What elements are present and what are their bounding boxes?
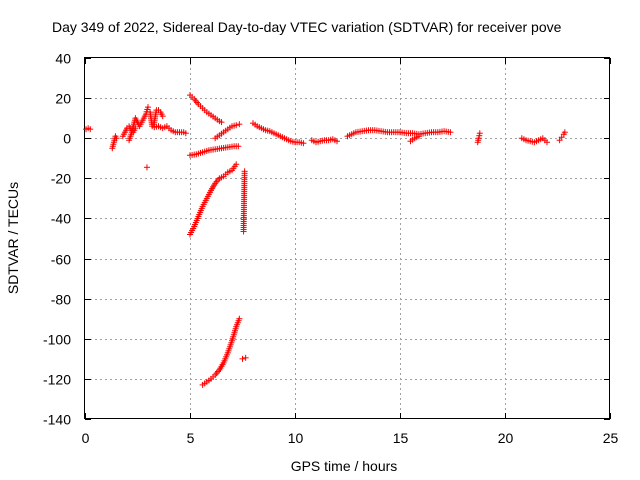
x-axis-label: GPS time / hours <box>291 458 398 474</box>
x-tick-label: 15 <box>393 430 409 446</box>
data-point <box>240 228 247 235</box>
y-tick-label: -120 <box>43 372 71 388</box>
y-tick-label: 40 <box>55 51 71 67</box>
data-point <box>556 137 563 144</box>
data-points <box>83 92 568 388</box>
data-point <box>143 164 150 171</box>
y-tick-label: -100 <box>43 332 71 348</box>
data-point <box>182 130 189 137</box>
x-tick-label: 25 <box>603 430 619 446</box>
x-tick-label: 0 <box>82 430 90 446</box>
data-point <box>300 140 307 147</box>
data-point <box>415 133 422 140</box>
y-tick-label: -140 <box>43 412 71 428</box>
data-point <box>236 121 243 128</box>
data-point <box>447 129 454 136</box>
y-tick-label: 0 <box>63 131 71 147</box>
x-axis-ticks: 0 5 10 15 20 25 <box>82 58 619 446</box>
data-point <box>476 130 483 137</box>
plot-frame <box>84 57 610 419</box>
x-tick-label: 5 <box>187 430 195 446</box>
x-tick-label: 10 <box>288 430 304 446</box>
chart-title: Day 349 of 2022, Sidereal Day-to-day VTE… <box>52 19 562 35</box>
data-point <box>235 143 242 150</box>
data-point <box>233 122 240 129</box>
data-point <box>334 138 340 145</box>
data-point <box>561 129 568 136</box>
data-point <box>544 139 550 146</box>
data-point <box>159 113 166 120</box>
y-axis-label: SDTVAR / TECUs <box>5 182 21 294</box>
data-point <box>476 132 483 139</box>
data-point <box>113 135 120 142</box>
y-tick-label: -80 <box>51 292 71 308</box>
data-point <box>236 315 243 322</box>
y-tick-label: -60 <box>51 252 71 268</box>
data-point <box>558 134 565 141</box>
data-point <box>475 135 482 142</box>
y-tick-label: -40 <box>51 211 71 227</box>
x-tick-label: 20 <box>498 430 514 446</box>
data-point <box>239 355 246 362</box>
data-point <box>218 119 225 126</box>
y-tick-label: 20 <box>55 91 71 107</box>
grid <box>85 58 610 419</box>
data-point <box>233 161 240 168</box>
y-axis-ticks: 40 20 0 -20 -40 -60 -80 -100 -120 -140 <box>43 51 610 428</box>
y-tick-label: -20 <box>51 171 71 187</box>
data-point <box>87 126 94 133</box>
data-point <box>242 354 249 361</box>
data-point <box>145 104 151 111</box>
